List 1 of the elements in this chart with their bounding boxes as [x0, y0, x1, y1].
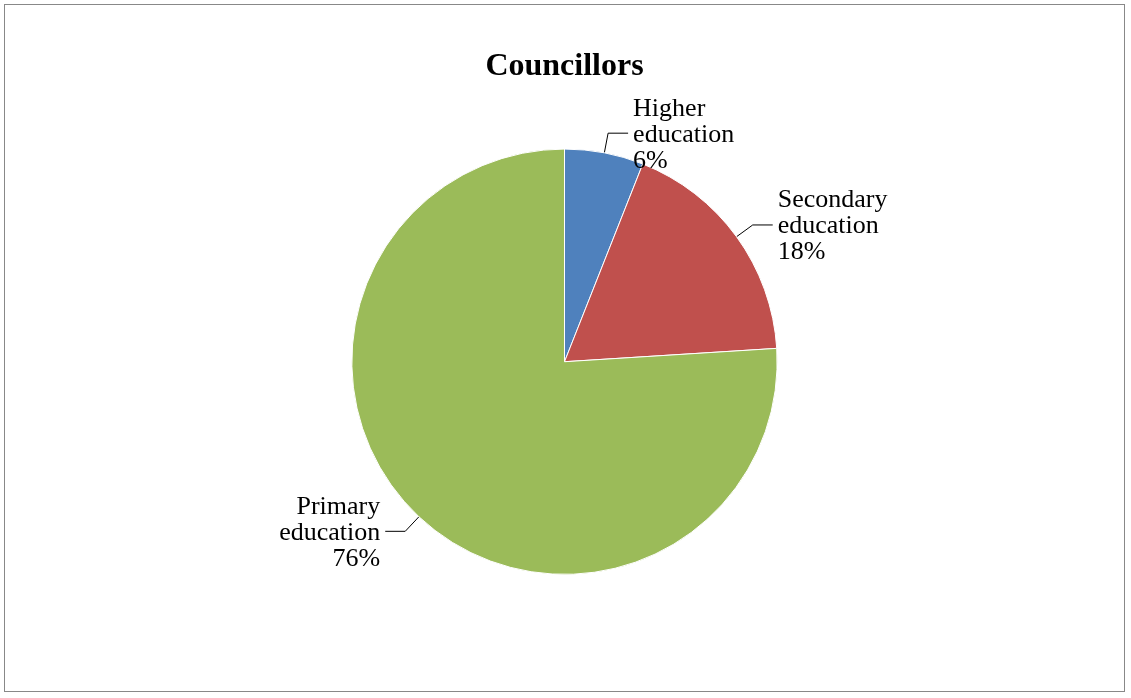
chart-title: Councillors [485, 46, 644, 82]
